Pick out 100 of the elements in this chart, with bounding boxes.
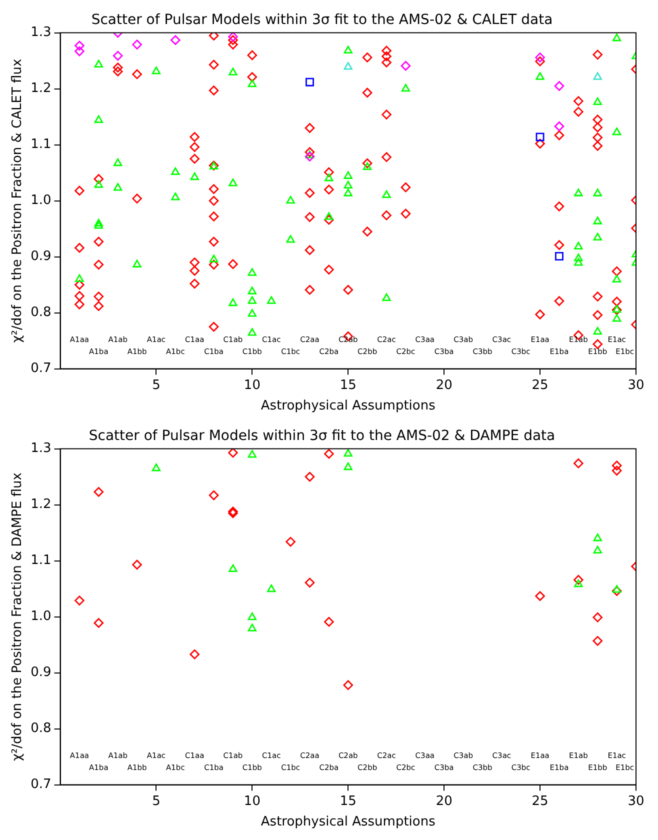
point <box>74 46 84 56</box>
x-tick-label: 30 <box>628 794 644 809</box>
x-tick-label: 10 <box>244 794 260 809</box>
point <box>228 298 238 306</box>
point <box>612 128 622 136</box>
point <box>132 40 142 50</box>
y-tick-label: 0.8 <box>30 305 52 320</box>
x-axis-title: Astrophysical Assumptions <box>260 814 436 830</box>
x-tick-label: 30 <box>628 378 644 393</box>
point <box>228 448 238 458</box>
point <box>228 178 238 186</box>
point <box>75 274 84 282</box>
point <box>324 616 334 627</box>
point <box>592 612 603 622</box>
x-tick-label: 5 <box>152 794 160 809</box>
y-tick-label: 1.2 <box>30 81 52 96</box>
point <box>593 188 602 196</box>
point <box>304 152 315 162</box>
point <box>592 636 603 646</box>
point <box>324 174 334 182</box>
y-tick-label: 1.1 <box>30 137 52 152</box>
x-tick-label: 10 <box>244 378 260 393</box>
x-tick-label: 20 <box>436 794 452 809</box>
y-tick-label: 1.3 <box>30 441 52 456</box>
point <box>171 192 180 200</box>
point <box>593 232 602 241</box>
chart-title: Scatter of Pulsar Models within 3σ fit to the AMS-02 & DAMPE data <box>88 428 556 444</box>
point <box>228 564 238 572</box>
point <box>612 586 622 596</box>
point <box>267 584 276 592</box>
point <box>344 180 352 188</box>
point <box>554 121 564 132</box>
point <box>248 450 257 458</box>
point <box>94 221 103 229</box>
point <box>344 188 352 196</box>
point <box>344 448 352 457</box>
point <box>304 472 315 482</box>
point <box>94 180 103 188</box>
point <box>94 618 104 628</box>
y-tick-label: 1.1 <box>30 553 52 568</box>
point <box>574 574 584 585</box>
point <box>190 649 200 660</box>
point <box>343 680 354 690</box>
point <box>555 252 564 260</box>
point <box>324 448 334 459</box>
point <box>94 218 103 227</box>
point <box>612 585 622 593</box>
point <box>132 560 142 570</box>
point <box>248 79 257 88</box>
point <box>94 60 103 68</box>
point <box>554 81 564 91</box>
point <box>248 624 257 632</box>
point <box>574 254 583 262</box>
y-tick-label: 0.9 <box>30 249 52 264</box>
point <box>401 84 410 92</box>
point <box>612 305 622 313</box>
point <box>400 60 411 71</box>
point <box>152 66 161 74</box>
point <box>190 172 199 180</box>
chart-title: Scatter of Pulsar Models within 3σ fit to the AMS-02 & CALET data <box>91 12 553 28</box>
point <box>593 546 602 554</box>
x-tick-label: 20 <box>436 378 452 393</box>
point <box>267 296 276 304</box>
point <box>536 72 544 80</box>
point <box>208 490 219 500</box>
point <box>94 115 103 123</box>
y-tick-label: 1.2 <box>30 497 52 512</box>
point <box>574 242 583 250</box>
point <box>612 466 622 476</box>
point <box>382 293 391 302</box>
x-tick-label: 15 <box>340 378 356 393</box>
point <box>574 458 584 468</box>
point <box>248 268 257 276</box>
point <box>362 162 372 170</box>
y-tick-label: 0.9 <box>30 665 52 680</box>
point <box>612 34 622 42</box>
point <box>574 188 583 196</box>
point <box>152 464 161 472</box>
x-tick-label: 5 <box>152 378 160 393</box>
point <box>593 534 602 542</box>
point <box>171 167 180 176</box>
point <box>74 596 84 606</box>
point <box>248 286 257 294</box>
point <box>344 46 352 54</box>
point <box>228 32 238 42</box>
point <box>536 132 544 142</box>
y-tick-label: 0.7 <box>30 361 52 376</box>
x-tick-label: 15 <box>340 794 356 809</box>
point <box>593 72 602 80</box>
point <box>248 612 257 620</box>
point <box>248 328 257 336</box>
point <box>344 462 352 470</box>
x-axis-title: Astrophysical Assumptions <box>260 398 436 414</box>
point <box>209 254 218 262</box>
y-tick-label: 1.3 <box>30 25 52 40</box>
y-tick-label: 0.8 <box>30 721 52 736</box>
point <box>382 190 391 198</box>
point <box>248 296 257 304</box>
point <box>612 460 622 470</box>
point <box>593 216 602 224</box>
